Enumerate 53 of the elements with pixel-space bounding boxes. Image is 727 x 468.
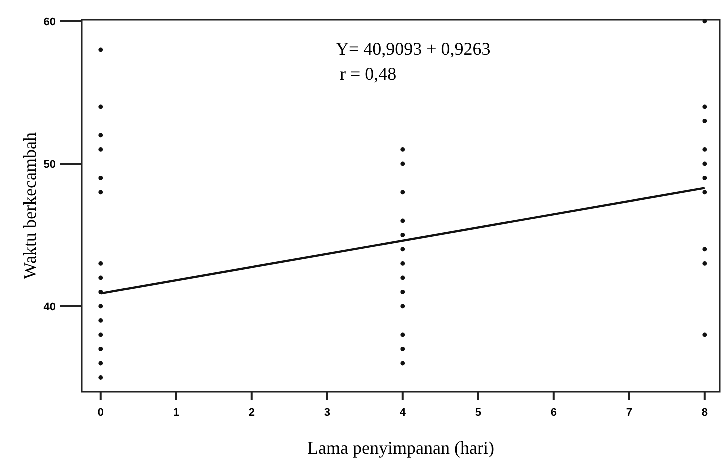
x-tick-label: 1 [173, 407, 180, 419]
point [400, 162, 406, 166]
point [702, 247, 708, 252]
x-tick-label: 0 [98, 407, 104, 419]
point [98, 318, 104, 323]
point [400, 347, 406, 352]
point [98, 347, 104, 352]
y-tick-label: 50 [44, 158, 56, 171]
point [702, 118, 708, 124]
point [98, 332, 104, 338]
x-tick-label: 7 [626, 407, 632, 419]
annotation: Y= 40,9093 + 0,9263 [336, 39, 491, 59]
point [702, 104, 708, 110]
y-tick-label: 40 [44, 301, 56, 314]
x-tick-label: 5 [475, 407, 482, 419]
point [400, 247, 406, 252]
x-axis-title: Lama penyimpanan (hari) [308, 438, 494, 458]
point [98, 176, 104, 180]
x-tick-label: 8 [702, 407, 708, 419]
point [98, 276, 104, 280]
y-axis-title: Waktu berkecambah [20, 132, 40, 280]
point [98, 304, 104, 309]
x-tick-label: 4 [400, 407, 407, 419]
point [98, 133, 104, 138]
point [400, 276, 406, 280]
point [98, 104, 104, 110]
x-tick-label: 6 [550, 407, 557, 419]
point [98, 48, 104, 52]
point [400, 262, 406, 266]
point [98, 376, 104, 380]
point [702, 19, 708, 24]
point [702, 332, 708, 338]
point [702, 190, 708, 195]
point [400, 290, 406, 294]
x-tick-label: 2 [248, 407, 255, 419]
y-tick-label: 60 [44, 16, 56, 28]
point [702, 176, 708, 180]
point [400, 304, 406, 309]
point [702, 148, 708, 152]
x-tick-label: 3 [324, 407, 330, 419]
point [400, 361, 406, 366]
point [400, 190, 406, 195]
point [400, 233, 406, 238]
point [98, 148, 104, 152]
point [98, 262, 104, 266]
point [702, 162, 708, 166]
point [702, 262, 708, 266]
point [400, 148, 406, 152]
point [400, 332, 406, 338]
point [400, 218, 406, 224]
annotation: r = 0,48 [340, 64, 397, 84]
point [98, 190, 104, 195]
point [98, 361, 104, 366]
